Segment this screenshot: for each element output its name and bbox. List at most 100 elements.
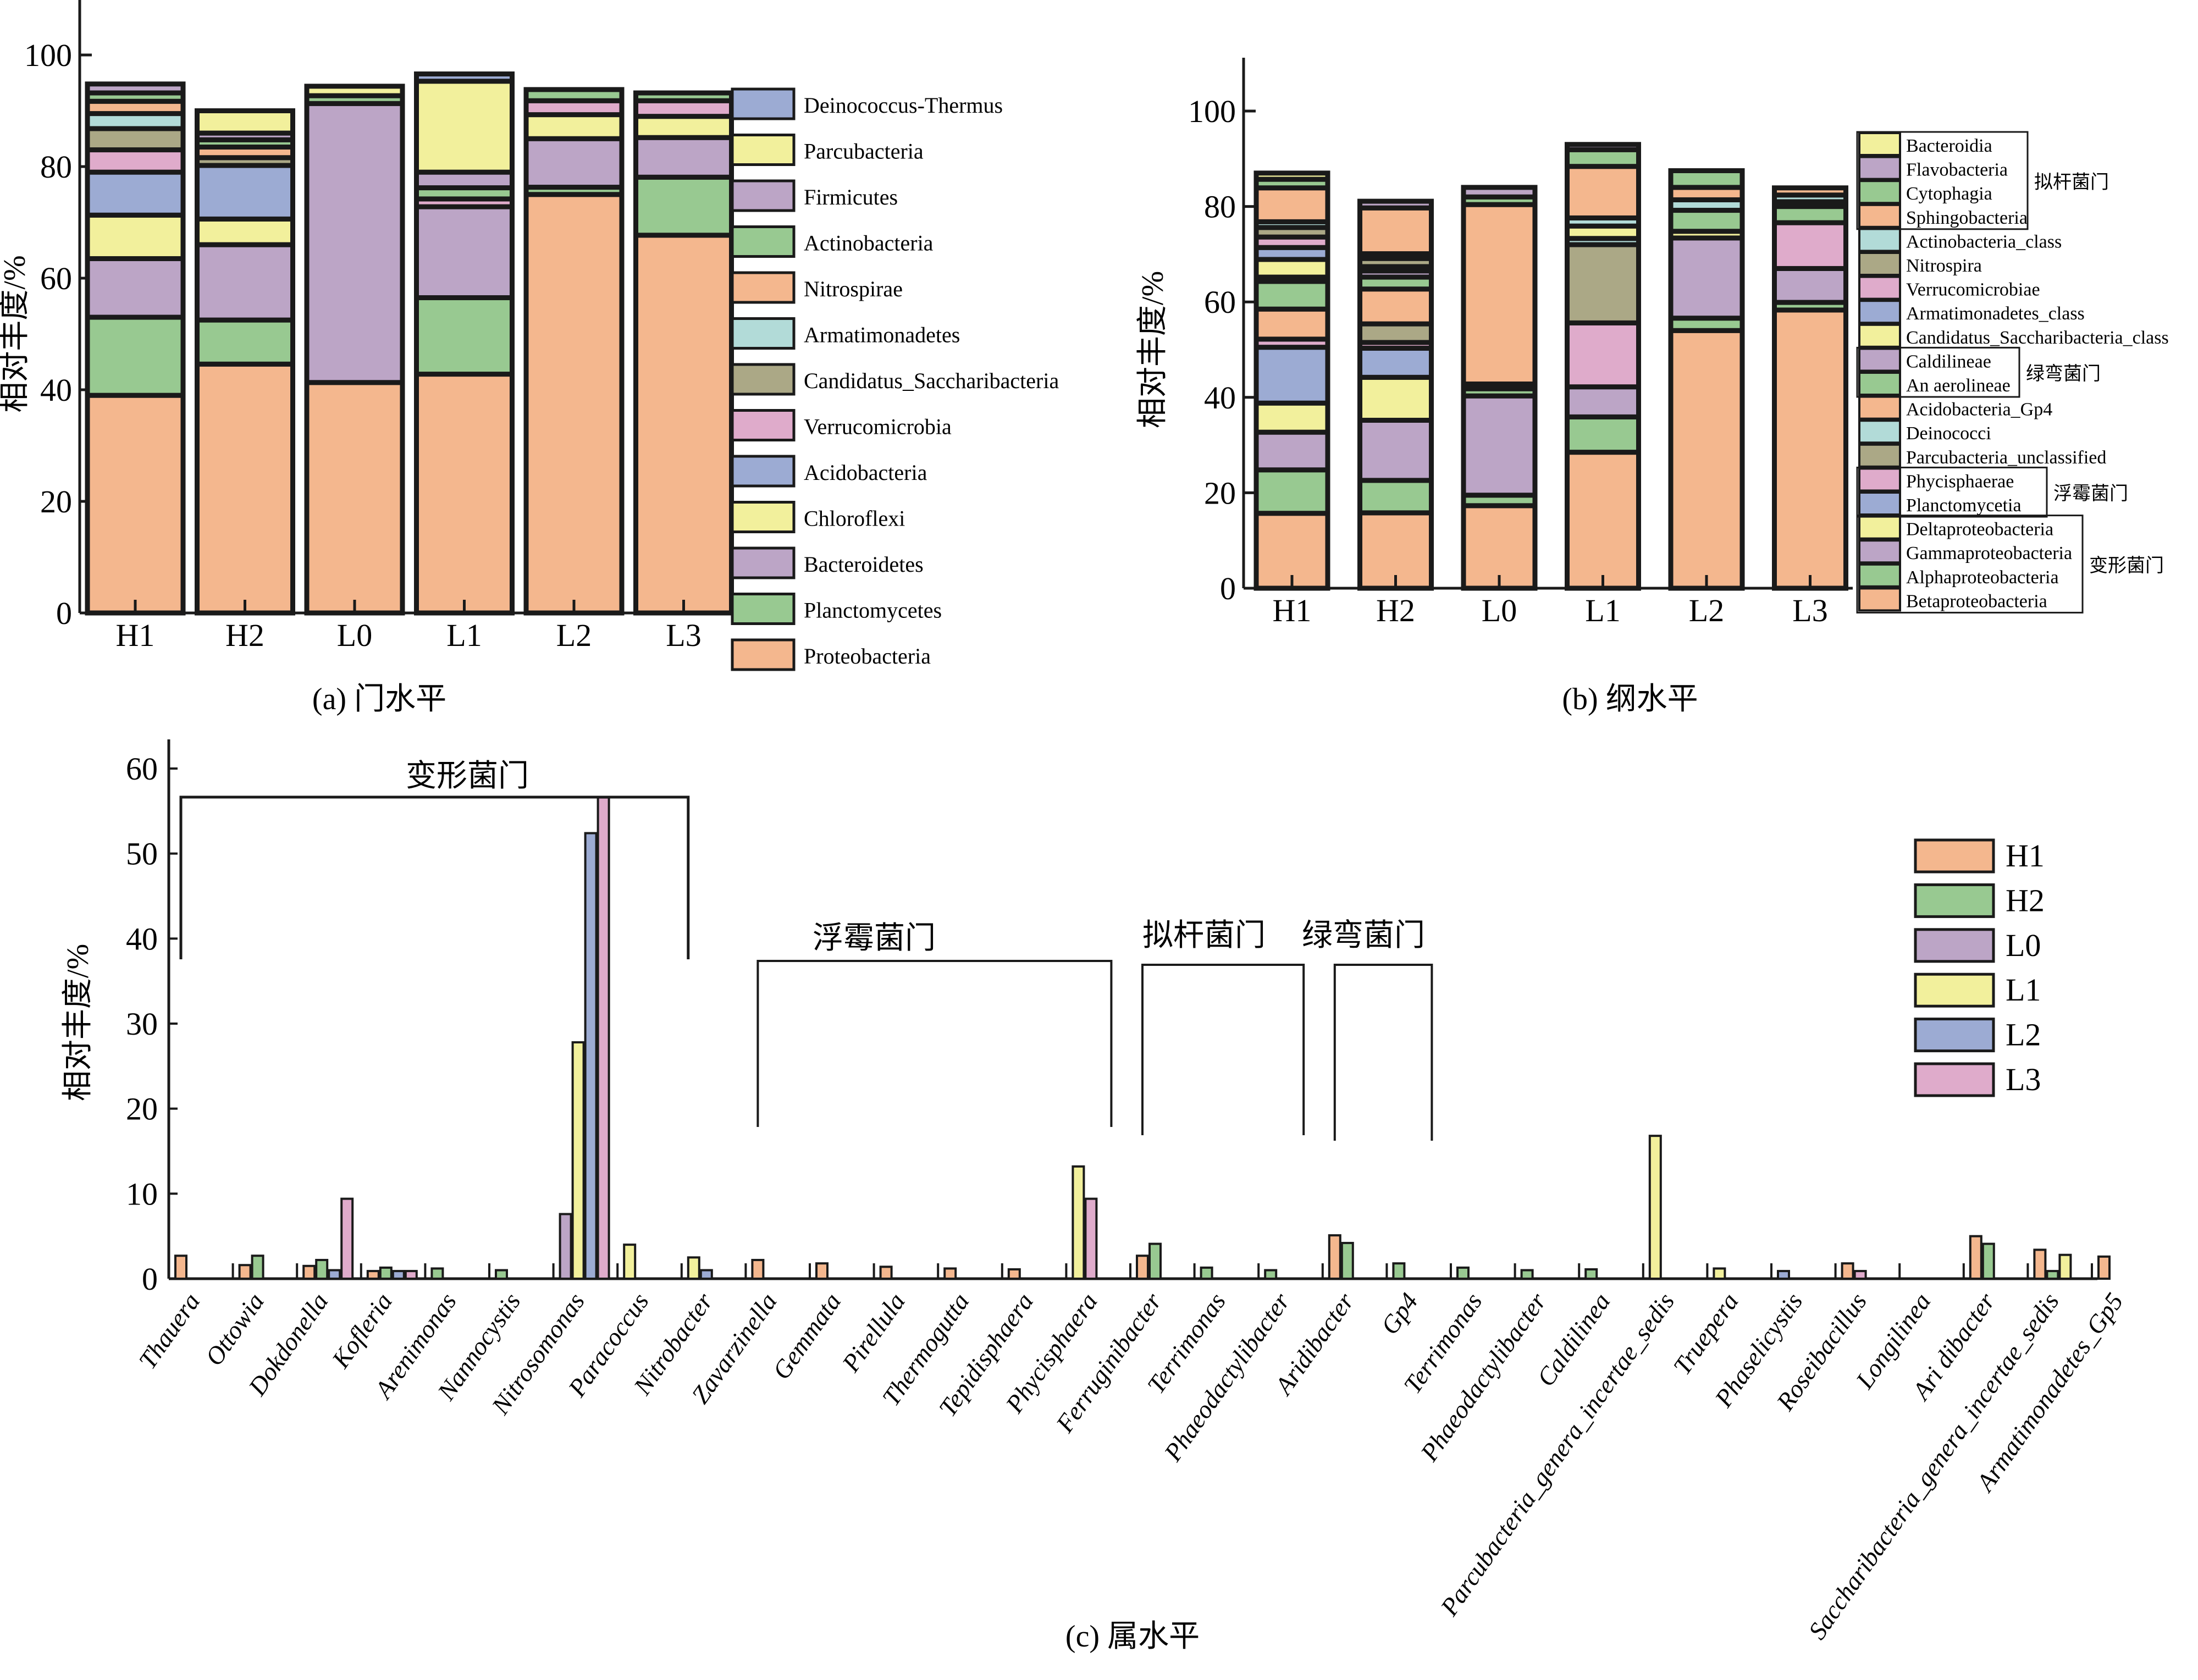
legend-swatch — [1858, 419, 1901, 444]
legend-label: Deinococcus-Thermus — [804, 93, 1003, 118]
chart-genus-level: 0102030405060相对丰度/%ThaueraOttowiaDokdone… — [61, 739, 2128, 1644]
chart-class-level: 0 20 40 60 80 100 相对丰度/% H1 H2 L0 L1 L2 L3 Bacteroidi… — [1136, 58, 2169, 628]
y-tick-label: 0 — [1220, 571, 1236, 606]
legend-label: Flavobacteria — [1906, 160, 2008, 180]
legend-label: Armatimonadetes — [804, 323, 960, 347]
bar-H1 — [1328, 1234, 1341, 1280]
bar-group-5 — [495, 1269, 508, 1280]
legend-label: Armatimonadetes_class — [1906, 303, 2085, 324]
x-tick-label: H2 — [1376, 593, 1415, 628]
chart-phylum-level: 0 20 40 60 80 100 相对丰度/% H1 H2 L0 L1 L2 L3 Deinococcu… — [0, 0, 1059, 671]
bar-segment — [1565, 242, 1641, 325]
legend-swatch — [1858, 275, 1901, 300]
bar-group-21 — [1520, 1269, 1534, 1280]
bar-segment — [85, 314, 186, 398]
bar-L1 — [623, 1244, 637, 1280]
legend-label: L3 — [2006, 1062, 2041, 1097]
legend-label: Phycisphaerae — [1906, 471, 2014, 491]
bar-stack-H2 — [1357, 198, 1434, 591]
bar-L2 — [328, 1269, 341, 1280]
bar-segment — [1461, 202, 1538, 386]
bar-segment — [195, 361, 295, 616]
legend-swatch — [1914, 883, 1995, 918]
bar-segment — [523, 87, 625, 103]
bar-L1 — [687, 1256, 700, 1280]
legend-label: Verrucomicrobia — [804, 415, 952, 439]
x-tick-label: L1 — [1585, 593, 1620, 628]
legend-label: Bacteroidetes — [804, 552, 924, 577]
bar-segment — [1253, 185, 1330, 224]
legend-swatch — [1858, 563, 1901, 588]
legend-swatch — [1858, 347, 1901, 372]
bar-segment — [633, 233, 734, 616]
legend-swatch — [1858, 252, 1901, 276]
bar-segment — [1253, 429, 1330, 473]
bar-segment — [85, 393, 186, 616]
legend-label: Actinobacteria_class — [1906, 231, 2062, 252]
group-bracket — [1141, 964, 1305, 1135]
bar-L2 — [391, 1270, 405, 1280]
bar-H1 — [815, 1262, 829, 1280]
legend-label: Caldilineae — [1906, 351, 1991, 372]
bar-H2 — [1456, 1266, 1470, 1280]
bar-H2 — [1200, 1266, 1213, 1280]
y-tick-label: 20 — [126, 1091, 158, 1127]
bar-segment — [633, 90, 734, 103]
legend-label: Candidatus_Saccharibacteria — [804, 368, 1059, 393]
legend-swatch — [731, 134, 796, 166]
bar-segment — [1565, 384, 1641, 419]
bar-H1 — [1136, 1255, 1149, 1280]
legend-swatch — [731, 317, 796, 350]
y-tick-label: 60 — [126, 751, 158, 787]
bar-segment — [195, 108, 295, 136]
bar-segment — [1357, 205, 1434, 257]
legend-swatch — [1914, 928, 1995, 963]
y-tick-label: 100 — [24, 37, 72, 73]
caption-b: (b) 纲水平 — [1562, 682, 1698, 716]
bar-H2 — [1148, 1242, 1162, 1280]
bar-segment — [1253, 257, 1330, 280]
bar-group-3 — [366, 1266, 418, 1280]
legend-label: L0 — [2006, 927, 2041, 963]
y-axis-label: 相对丰度/% — [0, 255, 32, 412]
bar-H1 — [879, 1265, 893, 1280]
legend-swatch — [731, 225, 796, 258]
bar-L1 — [1072, 1165, 1085, 1280]
y-tick-label: 0 — [56, 595, 72, 631]
bar-group-4 — [430, 1267, 444, 1280]
y-tick-label: 20 — [40, 484, 72, 520]
legend-swatch — [731, 363, 796, 396]
legend-swatch — [1858, 515, 1901, 540]
bar-group-16 — [1200, 1266, 1213, 1280]
bar-H1 — [2097, 1255, 2111, 1280]
y-tick-label: 100 — [1188, 93, 1236, 129]
bar-group-8 — [687, 1256, 713, 1280]
legend-swatch — [1914, 1062, 1995, 1097]
y-axis-label: 相对丰度/% — [61, 944, 95, 1101]
group-label: 变形菌门 — [406, 759, 529, 793]
legend-label: Bacteroidia — [1906, 136, 1992, 156]
bar-group-29 — [2033, 1248, 2072, 1280]
legend-group-box — [1856, 131, 2029, 230]
legend-group-box — [1856, 346, 2020, 398]
bar-segment — [1357, 345, 1434, 380]
y-tick-label: 40 — [1204, 380, 1236, 416]
bar-stack-L1 — [414, 71, 515, 616]
legend-label: Proteobacteria — [804, 644, 931, 668]
bar-segment — [414, 169, 515, 191]
x-tick-label: H2 — [225, 617, 264, 653]
bar-segment — [195, 242, 295, 323]
x-tick-label: L1 — [446, 617, 482, 653]
bar-L1 — [571, 1041, 585, 1280]
bar-segment — [633, 135, 734, 180]
x-tick-label: Kofleria — [326, 1287, 397, 1373]
legend-group-label: 绿弯菌门 — [2026, 363, 2101, 384]
legend-swatch — [731, 179, 796, 212]
legend-swatch — [731, 501, 796, 533]
legend-label: Chloroflexi — [804, 506, 905, 531]
bar-group-24 — [1713, 1267, 1726, 1280]
y-tick-label: 20 — [1204, 475, 1236, 511]
legend-swatch — [1914, 972, 1995, 1008]
legend-swatch — [1858, 228, 1901, 252]
bar-L1 — [1648, 1135, 1662, 1280]
